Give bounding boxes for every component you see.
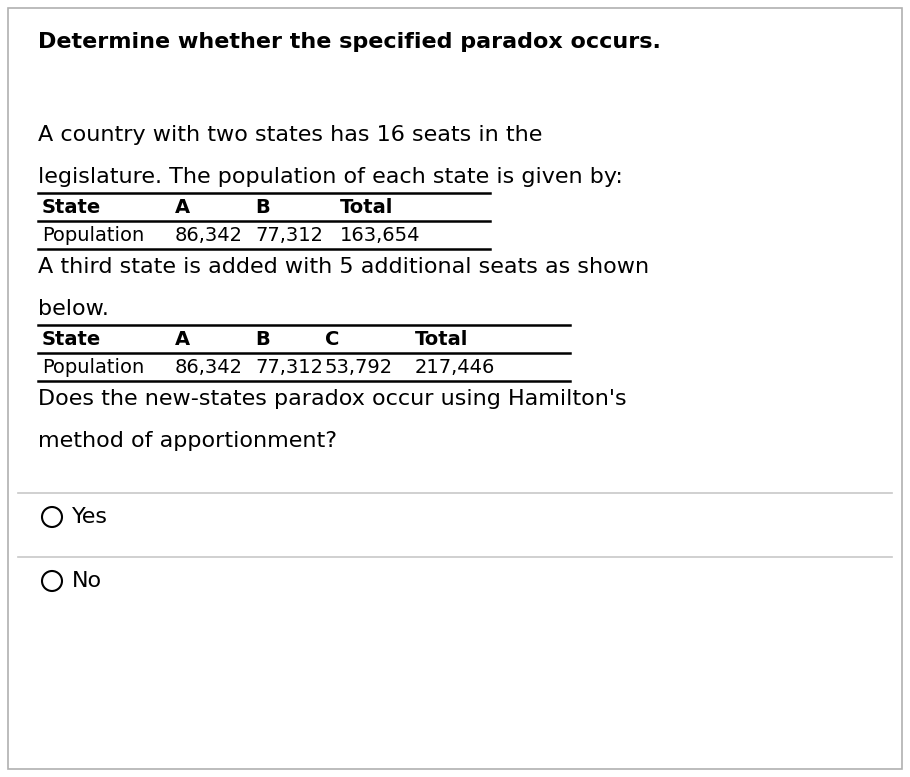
Text: Determine whether the specified paradox occurs.: Determine whether the specified paradox … xyxy=(38,32,661,52)
Text: A country with two states has 16 seats in the: A country with two states has 16 seats i… xyxy=(38,125,542,145)
Text: 217,446: 217,446 xyxy=(415,358,495,377)
Text: Population: Population xyxy=(42,226,145,245)
Text: State: State xyxy=(42,330,101,349)
Text: Total: Total xyxy=(340,198,393,217)
Text: Does the new-states paradox occur using Hamilton's: Does the new-states paradox occur using … xyxy=(38,389,627,409)
Text: 86,342: 86,342 xyxy=(175,358,243,377)
Text: A: A xyxy=(175,198,190,217)
Text: Population: Population xyxy=(42,358,145,377)
Text: No: No xyxy=(72,571,102,591)
FancyBboxPatch shape xyxy=(8,8,902,769)
Text: State: State xyxy=(42,198,101,217)
Text: 163,654: 163,654 xyxy=(340,226,420,245)
Text: 86,342: 86,342 xyxy=(175,226,243,245)
Text: legislature. The population of each state is given by:: legislature. The population of each stat… xyxy=(38,167,622,187)
Text: 77,312: 77,312 xyxy=(255,226,323,245)
Text: Yes: Yes xyxy=(72,507,108,527)
Text: below.: below. xyxy=(38,299,109,319)
Text: B: B xyxy=(255,198,269,217)
Text: 53,792: 53,792 xyxy=(325,358,393,377)
Text: A: A xyxy=(175,330,190,349)
Text: method of apportionment?: method of apportionment? xyxy=(38,431,337,451)
Text: B: B xyxy=(255,330,269,349)
Text: A third state is added with 5 additional seats as shown: A third state is added with 5 additional… xyxy=(38,257,649,277)
Text: 77,312: 77,312 xyxy=(255,358,323,377)
Text: C: C xyxy=(325,330,339,349)
Text: Total: Total xyxy=(415,330,469,349)
